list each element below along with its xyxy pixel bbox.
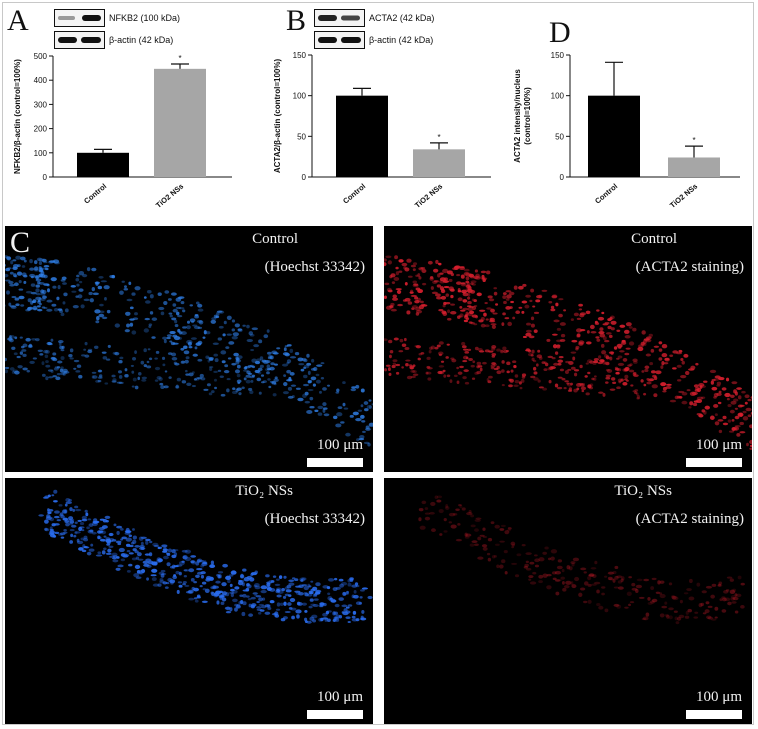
y-tick-label: 100 (551, 92, 565, 101)
y-axis-title: NFKB2/β-actin (control=100%) (13, 59, 22, 174)
tissue-fluorescence (418, 495, 745, 625)
significance-marker: * (178, 54, 181, 63)
scale-bar-label: 100 μm (696, 689, 742, 705)
panel-a-blot-label-target: NFKB2 (100 kDa) (109, 13, 181, 23)
y-tick-label: 200 (34, 125, 48, 134)
scale-bar (686, 458, 742, 467)
bar-control (336, 95, 388, 177)
scale-bar-label: 100 μm (317, 689, 363, 705)
panel-a-letter: A (7, 4, 29, 37)
y-tick-label: 100 (34, 149, 48, 158)
micrograph-stain-label: (ACTA2 staining) (635, 259, 744, 275)
scale-bar (686, 710, 742, 719)
y-axis-title: ACTA2 intensity/nucleus (513, 69, 522, 163)
panel-a-nfkb2-blot (54, 9, 105, 27)
panel-d-plot: 0 50 100 150 Control * TiO2 NSs ACTA2 intensity… (513, 51, 740, 210)
panel-a-blot-label-actin: β-actin (42 kDa) (109, 35, 174, 45)
tissue-fluorescence (38, 489, 373, 624)
bar-tio2-nss (154, 68, 206, 177)
x-category-label: TiO2 NSs (668, 182, 699, 210)
y-tick-label: 300 (34, 100, 48, 109)
panel-a-plot: 0 100 200 300 400 500 Control * TiO2 NSs NFKB2/β-… (13, 52, 232, 210)
y-tick-label: 50 (555, 132, 564, 141)
y-tick-label: 0 (560, 173, 565, 182)
panel-b-acta2-blot (314, 9, 365, 27)
y-tick-label: 0 (302, 173, 307, 182)
micrograph-stain-label: (Hoechst 33342) (264, 511, 365, 527)
panel-b-blot-label-actin: β-actin (42 kDa) (369, 35, 434, 45)
y-tick-label: 150 (551, 51, 565, 60)
y-tick-label: 150 (293, 51, 307, 60)
scale-bar (307, 710, 363, 719)
x-category-label: TiO2 NSs (413, 182, 444, 210)
panel-b-actin-blot (314, 31, 365, 49)
micrograph-condition-label: Control (631, 231, 677, 247)
y-tick-label: 0 (43, 173, 48, 182)
panel-d-letter: D (549, 16, 571, 49)
y-axis-title: ACTA2/β-actin (control=100%) (273, 59, 282, 174)
panel-b-blot-label-target: ACTA2 (42 kDa) (369, 13, 435, 23)
y-tick-label: 50 (297, 132, 306, 141)
y-tick-label: 500 (34, 52, 48, 61)
bar-control (588, 95, 640, 177)
micrograph-1: Control (Hoechst 33342) 100 μm (5, 226, 373, 472)
bar-tio2-nss (413, 149, 465, 177)
tissue-fluorescence (5, 255, 373, 447)
panel-c-letter: C (10, 226, 31, 259)
micrograph-condition-label: TiO₂ NSs (614, 483, 672, 499)
y-tick-label: 100 (293, 92, 307, 101)
micrograph-2: Control (ACTA2 staining) 100 μm (384, 226, 752, 472)
micrograph-stain-label: (Hoechst 33342) (264, 259, 365, 275)
x-category-label: Control (82, 182, 108, 206)
x-category-label: TiO2 NSs (154, 182, 185, 210)
micrograph-condition-label: Control (252, 231, 298, 247)
micrograph-4: TiO₂ NSs (ACTA2 staining) 100 μm (384, 478, 752, 724)
bar-tio2-nss (668, 157, 720, 177)
scale-bar-label: 100 μm (696, 437, 742, 453)
y-axis-title-line2: (control=100%) (523, 87, 532, 145)
micrograph-3: TiO₂ NSs (Hoechst 33342) 100 μm (5, 478, 373, 724)
significance-marker: * (437, 133, 440, 142)
panel-a-actin-blot (54, 31, 105, 49)
micrograph-stain-label: (ACTA2 staining) (635, 511, 744, 527)
scale-bar (307, 458, 363, 467)
panel-b-plot: 0 50 100 150 Control * TiO2 NSs ACTA2/β-actin (… (273, 51, 491, 210)
x-category-label: Control (341, 182, 367, 206)
scale-bar-label: 100 μm (317, 437, 363, 453)
x-category-label: Control (593, 182, 619, 206)
panel-b-letter: B (286, 4, 307, 37)
significance-marker: * (692, 136, 695, 145)
micrograph-condition-label: TiO₂ NSs (235, 483, 293, 499)
y-tick-label: 400 (34, 76, 48, 85)
bar-control (77, 152, 129, 177)
tissue-fluorescence (384, 255, 752, 450)
